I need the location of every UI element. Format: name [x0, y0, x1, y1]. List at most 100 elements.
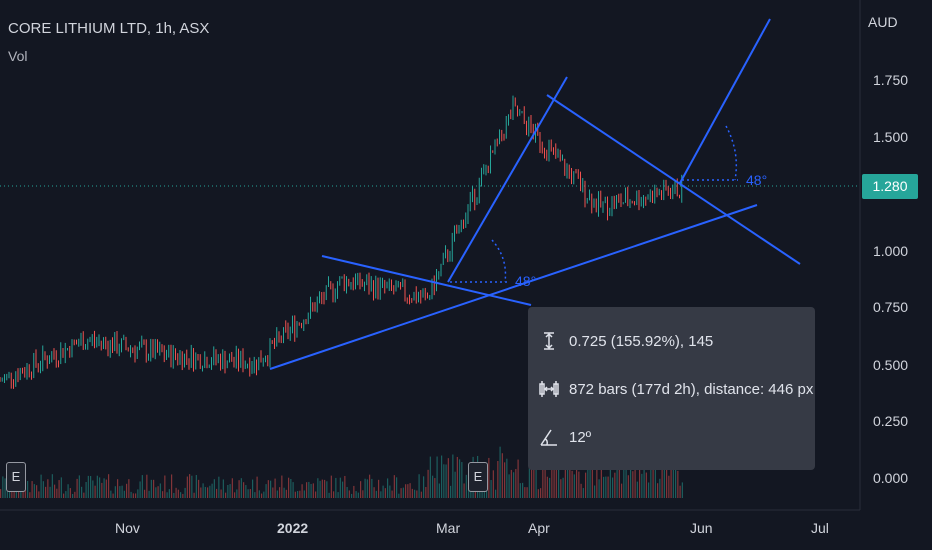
volume-bar [564, 454, 566, 498]
symbol-legend[interactable]: CORE LITHIUM LTD, 1h, ASX Vol [8, 20, 210, 64]
volume-bar [51, 474, 53, 498]
price-tick: 0.000 [873, 470, 908, 486]
falling-wedge-upper-line[interactable] [321, 255, 532, 306]
volume-bar [661, 457, 663, 498]
price-tick: 0.750 [873, 299, 908, 315]
volume-bar [627, 475, 629, 498]
volume-bar [549, 477, 551, 498]
volume-bar [166, 492, 168, 498]
volume-bar [623, 461, 625, 498]
volume-bar [645, 472, 647, 498]
volume-bar [182, 493, 184, 498]
volume-bar [209, 485, 211, 498]
volume-bar [27, 480, 29, 498]
volume-bar [551, 462, 553, 498]
angle-label: 48° [746, 172, 768, 188]
volume-bar [657, 483, 659, 498]
volume-bar [573, 474, 575, 498]
volume-bar [92, 480, 94, 498]
volume-bar [290, 478, 292, 498]
volume-bar [391, 490, 393, 498]
volume-bar [414, 489, 416, 498]
volume-bar [443, 464, 445, 498]
volume-bar [447, 458, 449, 498]
volume-bar [492, 470, 494, 498]
support-trendline[interactable] [269, 204, 758, 370]
volume-bar [139, 481, 141, 498]
volume-bar [261, 493, 263, 498]
volume-bar [56, 488, 58, 498]
volume-bar [310, 483, 312, 498]
volume-bar [490, 480, 492, 498]
volume-bar [114, 486, 116, 498]
volume-bar [216, 488, 218, 498]
volume-bar [578, 471, 580, 498]
volume-bar [211, 483, 213, 498]
volume-bar [612, 477, 614, 498]
volume-bar [452, 454, 454, 498]
symbol-title[interactable]: CORE LITHIUM LTD, 1h, ASX [8, 20, 210, 37]
volume-bar [585, 472, 587, 498]
volume-bar [328, 492, 330, 498]
angle-label: 48° [515, 273, 537, 289]
volume-bar [560, 479, 562, 498]
volume-bar [33, 484, 35, 498]
volume-bar [132, 493, 134, 498]
time-tick: Jun [690, 520, 713, 536]
volume-bar [137, 489, 139, 498]
volume-bar [506, 458, 508, 498]
volume-bar [342, 481, 344, 498]
volume-bar [418, 474, 420, 498]
breakout-ray-1[interactable] [447, 76, 568, 283]
earnings-badge[interactable]: E [468, 462, 488, 492]
earnings-badge[interactable]: E [6, 462, 26, 492]
volume-bar [279, 487, 281, 498]
volume-bar [283, 487, 285, 498]
volume-bar [587, 468, 589, 498]
volume-bar [519, 483, 521, 498]
trendline-drawings[interactable] [269, 18, 801, 370]
volume-bar [155, 487, 157, 498]
volume-bar [558, 467, 560, 498]
volume-bar [663, 469, 665, 498]
volume-bar [371, 478, 373, 498]
volume-bar [153, 479, 155, 498]
volume-bar [380, 491, 382, 498]
volume-bar [353, 485, 355, 498]
volume-bar [312, 483, 314, 498]
volume-bar [202, 483, 204, 498]
time-tick: Nov [115, 520, 140, 536]
volume-bar [180, 492, 182, 498]
volume-bar [76, 478, 78, 498]
volume-bar [159, 483, 161, 498]
price-tick: 0.500 [873, 357, 908, 373]
volume-bar [121, 485, 123, 498]
measure-bars-row: 872 bars (177d 2h), distance: 446 px [539, 379, 813, 399]
volume-bar [526, 487, 528, 498]
volume-bar [393, 475, 395, 498]
volume-bar [276, 490, 278, 498]
descending-resistance-line[interactable] [546, 94, 801, 265]
volume-bar [319, 480, 321, 498]
volume-bar [580, 483, 582, 498]
volume-bar [78, 475, 80, 498]
breakout-ray-2[interactable] [679, 18, 771, 184]
volume-bar [87, 475, 89, 498]
volume-bar [81, 486, 83, 498]
volume-bar [288, 477, 290, 498]
volume-bar [625, 464, 627, 498]
time-tick: Mar [436, 520, 460, 536]
volume-bar [234, 492, 236, 498]
volume-bar [672, 456, 674, 498]
volume-bar [301, 484, 303, 498]
volume-bar [254, 492, 256, 498]
volume-bar [99, 477, 101, 498]
volume-legend-label[interactable]: Vol [8, 48, 28, 64]
volume-bar [168, 489, 170, 498]
volume-bar [6, 489, 8, 498]
volume-bar [681, 482, 683, 498]
volume-bar [315, 491, 317, 498]
volume-bar [544, 455, 546, 498]
volume-bar [582, 488, 584, 498]
volume-bar [274, 478, 276, 498]
